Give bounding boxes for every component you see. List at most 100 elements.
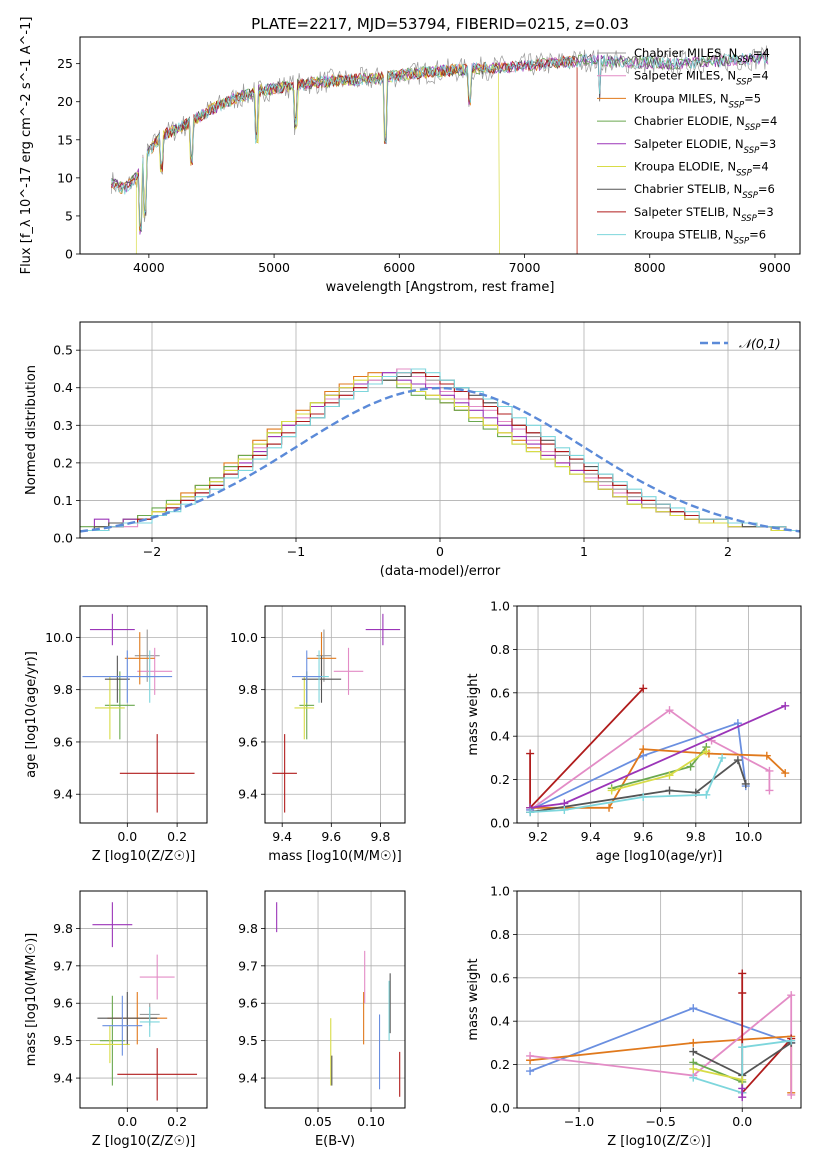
plot-area [82, 613, 195, 813]
series-salpeter-stelib [738, 969, 796, 1097]
point-marker [787, 1090, 796, 1099]
y-tick-label: 0.0 [53, 531, 73, 546]
y-axis-label: mass [log10(M/M☉)] [24, 933, 39, 1066]
axes-frame [79, 890, 208, 1109]
x-tick-label: 8000 [634, 260, 666, 275]
point-marker [733, 756, 742, 765]
legend-label: Chabrier ELODIE, NSSP=4 [634, 114, 777, 133]
y-axis-label: Normed distribution [24, 365, 39, 495]
panel-8: −1.0 −0.5 0.0 0.0 0.2 0.4 0.6 0.8 1.0 Z [log10(Z/… [466, 884, 802, 1149]
point-marker [689, 1004, 698, 1013]
errorbar-kroupa-stelib [139, 1006, 160, 1037]
legend-label: 𝒩(0,1) [739, 336, 781, 351]
x-tick-label: 9.4 [581, 829, 601, 844]
x-tick-label: 0.05 [304, 1114, 332, 1129]
x-tick-label: 6000 [383, 260, 415, 275]
legend-label: Salpeter MILES, NSSP=4 [634, 69, 769, 88]
point-marker [762, 751, 771, 760]
errorbar-salpeter-elodie [365, 613, 401, 646]
point-marker [665, 786, 674, 795]
plot-area [276, 902, 401, 1097]
axes-frame [516, 605, 802, 824]
y-axis-label: age [log10(age/yr)] [24, 651, 39, 778]
plot-area [89, 902, 198, 1101]
panel-7: 0.05 0.10 9.4 9.5 9.6 9.7 9.8 E(B-V) [238, 890, 406, 1149]
y-tick-label: 25 [57, 56, 73, 71]
y-tick-label: 1.0 [490, 599, 510, 614]
point-marker [738, 1093, 747, 1102]
x-tick-label: 4000 [133, 260, 165, 275]
errorbar-extra-blue [102, 995, 143, 1056]
y-tick-label: 10 [57, 170, 73, 185]
axes-frame [79, 605, 208, 824]
errorbar-salpeter-miles [333, 647, 364, 695]
point-marker [781, 769, 790, 778]
point-marker [738, 1043, 747, 1052]
point-marker [741, 779, 750, 788]
y-tick-label: 9.7 [238, 958, 258, 973]
y-tick-label: 9.7 [53, 958, 73, 973]
legend: 𝒩(0,1) [700, 336, 781, 351]
gaussian-curve [80, 386, 800, 533]
axes-frame [79, 36, 801, 255]
x-tick-label: 2 [724, 544, 732, 559]
x-tick-label: 0.0 [732, 1114, 752, 1129]
y-tick-label: 0.6 [490, 685, 510, 700]
x-tick-label: −1.0 [564, 1114, 594, 1129]
x-tick-label: 5000 [258, 260, 290, 275]
legend-label: Kroupa MILES, NSSP=5 [634, 91, 761, 110]
x-tick-label: 9.6 [321, 829, 341, 844]
plot-area [110, 45, 769, 254]
x-tick-label: 0.2 [167, 829, 187, 844]
axes-frame [79, 321, 801, 539]
point-marker [738, 1084, 747, 1093]
series-kroupa-elodie [689, 1064, 747, 1084]
point-marker [765, 766, 774, 775]
legend-label: Salpeter ELODIE, NSSP=3 [634, 137, 776, 156]
y-tick-label: 9.6 [53, 996, 73, 1011]
errorbar-chabrier-miles [134, 629, 160, 682]
x-tick-label: −0.5 [645, 1114, 675, 1129]
x-tick-label: 0.10 [357, 1114, 385, 1129]
figure-title: PLATE=2217, MJD=53794, FIBERID=0215, z=0… [251, 15, 629, 33]
y-tick-label: 9.8 [53, 682, 73, 697]
legend-label: Kroupa ELODIE, NSSP=4 [634, 160, 769, 179]
y-tick-label: 9.5 [53, 1033, 73, 1048]
series-line [693, 1039, 792, 1095]
series-salpeter-elodie [526, 701, 790, 812]
plot-area [526, 969, 796, 1102]
y-tick-label: 0.8 [490, 642, 510, 657]
hist-kroupa-elodie [80, 375, 800, 532]
point-marker [639, 745, 648, 754]
point-marker [665, 706, 674, 715]
x-tick-label: 0.2 [167, 1114, 187, 1129]
y-tick-label: 9.4 [53, 1071, 73, 1086]
errorbar-chabrier-elodie [99, 995, 125, 1086]
plot-area [272, 613, 401, 813]
errorbar-kroupa-elodie [294, 676, 315, 740]
y-tick-label: 5 [65, 208, 73, 223]
y-tick-label: 9.8 [53, 921, 73, 936]
y-tick-label: 9.8 [238, 921, 258, 936]
errorbar-extra-blue [292, 650, 322, 703]
y-tick-label: 10.0 [230, 630, 258, 645]
x-axis-label: Z [log10(Z/Z☉)] [92, 1134, 196, 1149]
y-tick-label: 9.5 [238, 1033, 258, 1048]
panel-3: 0.0 0.2 9.4 9.6 9.8 10.0 Z [log10(Z/Z☉)] age [l… [24, 605, 208, 864]
errorbar-salpeter-elodie [92, 902, 133, 948]
series-line [741, 973, 792, 1096]
errorbar-salpeter-stelib [272, 734, 297, 813]
panel-4: 9.4 9.6 9.8 9.4 9.6 9.8 10.0 mass [log10(M/M☉)] [230, 605, 406, 864]
legend-label: Kroupa STELIB, NSSP=6 [634, 228, 766, 247]
axes-frame [516, 890, 802, 1109]
y-tick-label: 9.6 [238, 996, 258, 1011]
x-tick-label: 1 [580, 544, 588, 559]
legend-label: Chabrier STELIB, NSSP=6 [634, 182, 775, 201]
y-tick-label: 0.2 [490, 1057, 510, 1072]
series-kroupa-stelib [526, 753, 727, 817]
errorbar-salpeter-elodie [89, 613, 135, 646]
point-marker [702, 790, 711, 799]
y-tick-label: 1.0 [490, 884, 510, 899]
